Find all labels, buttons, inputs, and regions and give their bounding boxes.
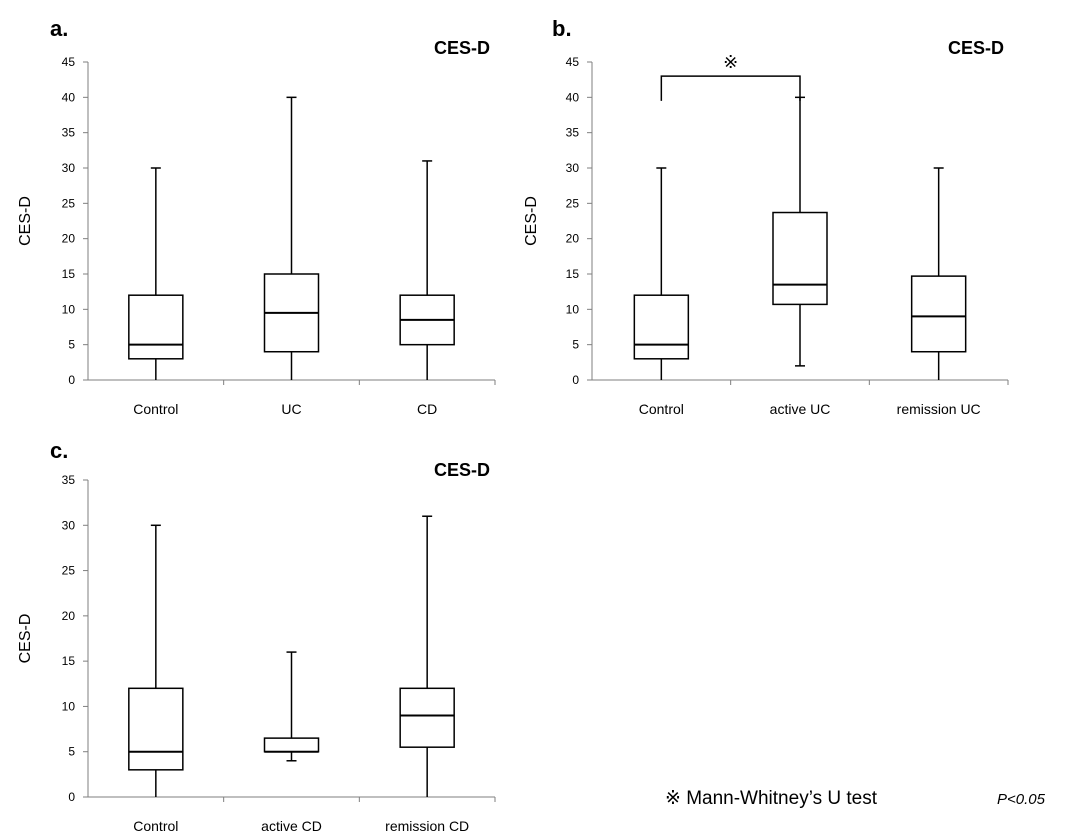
y-tick-label: 20 (566, 232, 580, 246)
y-tick-label: 10 (62, 699, 76, 713)
x-tick-label: CD (417, 401, 437, 417)
y-tick-label: 15 (62, 654, 76, 668)
panel-label: b. (552, 16, 572, 41)
y-tick-label: 30 (62, 161, 76, 175)
panel-label: c. (50, 438, 68, 463)
panel-label: a. (50, 16, 68, 41)
box-iqr (128, 687, 184, 771)
y-tick-label: 5 (572, 338, 579, 352)
box-iqr (910, 275, 967, 353)
box-iqr (772, 211, 828, 306)
y-tick-label: 0 (572, 373, 579, 387)
y-tick-label: 20 (62, 609, 76, 623)
y-tick-label: 5 (68, 338, 75, 352)
chart-panel-1: a. CES-D CES-D 0 5 10 15 20 25 30 35 40 45 Control UC C… (17, 16, 496, 417)
y-tick-label: 40 (566, 90, 580, 104)
chart-panel-2: b. CES-D CES-D 0 5 10 15 20 25 30 35 40 45 Control act… (523, 16, 1009, 417)
y-axis-label: CES-D (17, 614, 34, 664)
y-tick-label: 20 (62, 232, 76, 246)
y-tick-label: 10 (566, 302, 580, 316)
x-tick-label: Control (133, 818, 178, 834)
significance-mark: ※ (723, 52, 738, 72)
y-tick-label: 25 (62, 564, 76, 578)
y-tick-label: 35 (62, 126, 76, 140)
box-iqr (128, 294, 184, 360)
box-iqr (399, 687, 455, 748)
y-tick-label: 0 (68, 790, 75, 804)
footnote-test: ※ Mann-Whitney’s U test (665, 788, 878, 809)
y-tick-label: 40 (62, 90, 76, 104)
y-tick-label: 5 (68, 745, 75, 759)
footnote-pvalue: P<0.05 (997, 791, 1046, 808)
significance-bracket (660, 75, 801, 101)
x-tick-label: active CD (261, 818, 322, 834)
box-iqr (263, 737, 320, 753)
y-tick-label: 35 (566, 126, 580, 140)
y-tick-label: 45 (62, 55, 76, 69)
chart-title: CES-D (434, 460, 490, 480)
y-tick-label: 15 (62, 267, 76, 281)
y-tick-label: 25 (62, 196, 76, 210)
y-axis-label: CES-D (17, 196, 34, 246)
chart-title: CES-D (948, 38, 1004, 58)
chart-title: CES-D (434, 38, 490, 58)
y-tick-label: 30 (62, 518, 76, 532)
y-tick-label: 30 (566, 161, 580, 175)
chart-panel-3: c. CES-D CES-D 0 5 10 15 20 25 30 35 Control active … (17, 438, 496, 834)
y-tick-label: 0 (68, 373, 75, 387)
x-tick-label: Control (639, 401, 684, 417)
x-tick-label: remission CD (385, 818, 469, 834)
box-iqr (633, 294, 690, 360)
x-tick-label: Control (133, 401, 178, 417)
y-axis-label: CES-D (523, 196, 540, 246)
x-tick-label: remission UC (897, 401, 981, 417)
y-tick-label: 25 (566, 196, 580, 210)
y-tick-label: 10 (62, 302, 76, 316)
x-tick-label: active UC (770, 401, 831, 417)
y-tick-label: 45 (566, 55, 580, 69)
y-tick-label: 15 (566, 267, 580, 281)
x-tick-label: UC (281, 401, 301, 417)
y-tick-label: 35 (62, 473, 76, 487)
